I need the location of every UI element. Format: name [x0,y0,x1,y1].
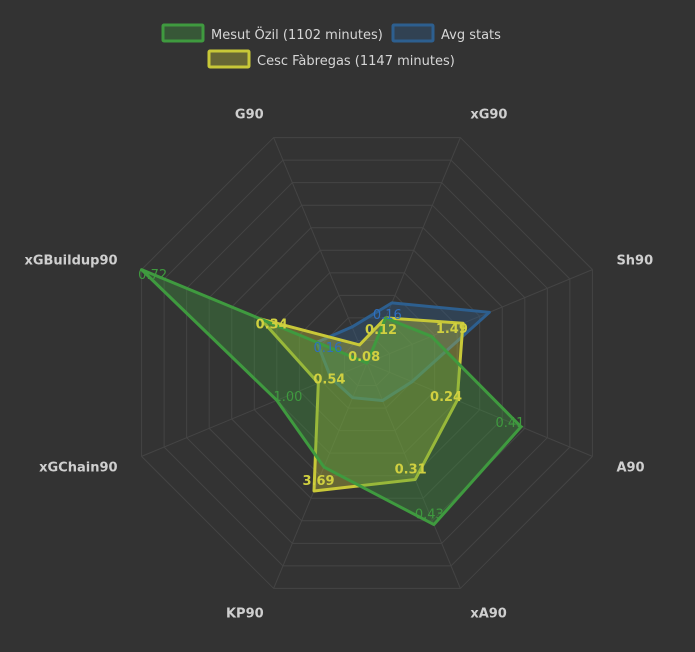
axis-label-kp90: KP90 [226,606,264,621]
grid-spoke [273,137,368,364]
axis-label-a90: A90 [616,460,644,475]
data-label: 0.12 [365,323,397,338]
axis-label-xa90: xA90 [470,606,507,621]
data-label: 0.16 [373,308,402,323]
data-label: 0.08 [348,350,380,365]
radar-data-labels: 0.41 0.43 1.00 0.72 0.16 0.16 0.08 0.12 1.49 0.24… [138,268,524,522]
series-fabregas[interactable] [259,316,465,493]
radar-series [140,268,523,527]
data-label: 0.72 [138,268,167,283]
legend-swatch-fabregas[interactable] [207,49,251,69]
data-label: 0.31 [395,462,427,477]
data-label: 1.49 [436,322,468,337]
data-label: 1.00 [273,390,302,405]
axis-label-g90: G90 [235,108,264,123]
legend: Mesut Özil (1102 minutes) Avg stats Cesc… [161,23,501,69]
data-label: 3.69 [303,474,335,489]
data-label: 0.43 [415,507,444,522]
grid-spoke [366,269,593,364]
series-ozil[interactable] [140,268,523,527]
axis-label-xgbuildup90: xGBuildup90 [24,254,117,269]
legend-label-ozil[interactable]: Mesut Özil (1102 minutes) [211,26,383,43]
legend-swatch-ozil[interactable] [161,23,205,43]
data-label: 0.34 [256,317,288,332]
axis-label-xgchain90: xGChain90 [39,460,117,475]
grid-spoke [366,362,593,457]
grid-spoke [141,362,368,457]
legend-label-fabregas[interactable]: Cesc Fàbregas (1147 minutes) [257,54,455,69]
grid-spoke [273,362,368,589]
radar-axis-labels: G90 xG90 Sh90 A90 xA90 KP90 xGChain90 xGBuildup… [24,108,653,622]
data-label: 0.16 [314,341,343,356]
axis-label-xg90: xG90 [470,108,507,123]
data-label: 0.41 [495,416,524,431]
legend-label-avg[interactable]: Avg stats [441,28,501,43]
data-label: 0.24 [430,390,462,405]
series-avg[interactable] [315,301,491,403]
legend-swatch-avg[interactable] [391,23,435,43]
axis-label-sh90: Sh90 [616,254,653,269]
data-label: 0.54 [313,373,345,388]
